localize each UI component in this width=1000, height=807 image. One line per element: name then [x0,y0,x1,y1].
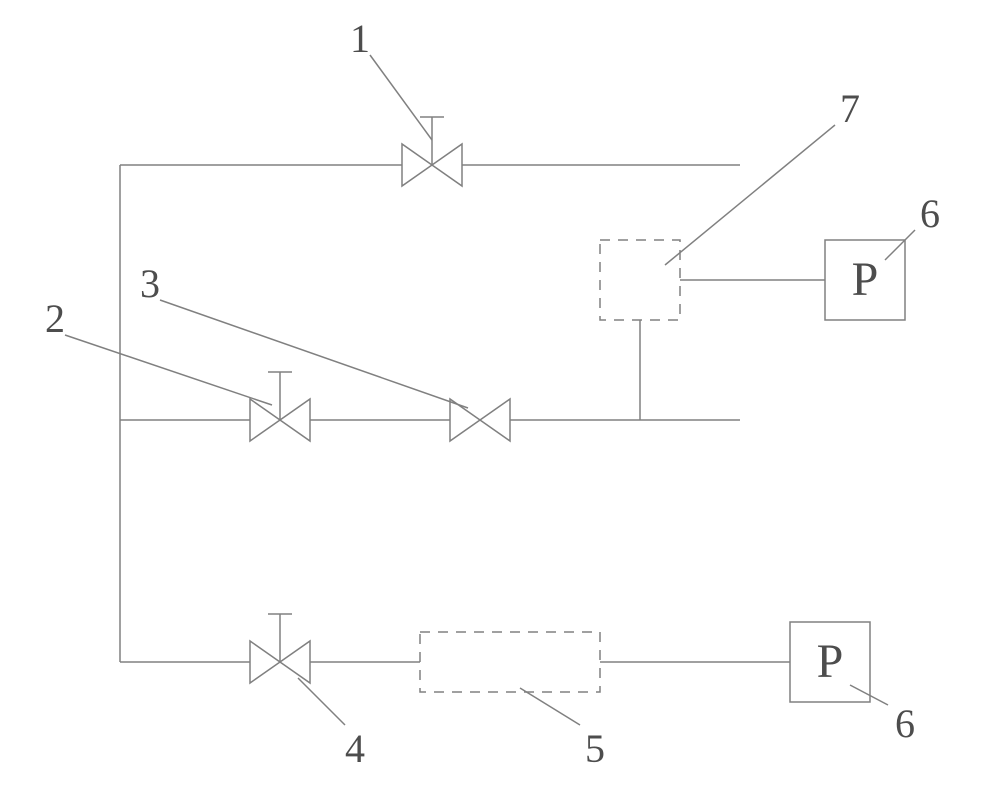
label-2: 2 [45,295,65,342]
label-7: 7 [840,85,860,132]
label-6b: 6 [895,700,915,747]
label-4: 4 [345,725,365,772]
svg-text:P: P [852,253,879,306]
label-1: 1 [350,15,370,62]
label-6a: 6 [920,190,940,237]
label-5: 5 [585,725,605,772]
label-3: 3 [140,260,160,307]
svg-text:P: P [817,635,844,688]
